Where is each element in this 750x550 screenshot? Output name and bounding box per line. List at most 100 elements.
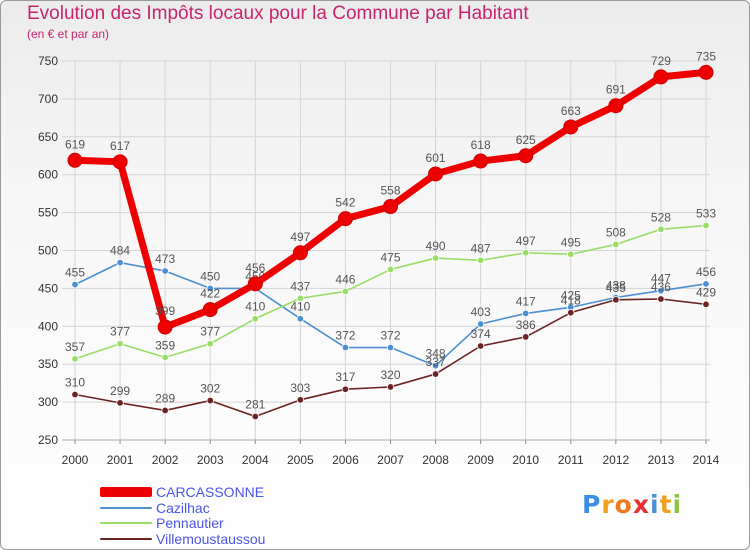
data-label-cazilhac: 438 [606, 278, 626, 292]
y-tick-label: 350 [38, 357, 58, 371]
data-point-pennautier [522, 249, 530, 257]
data-point-carcassonne [247, 276, 263, 292]
data-point-pennautier [702, 221, 710, 230]
x-tick-label: 2011 [558, 453, 584, 467]
data-label-carcassonne: 558 [380, 184, 400, 198]
logo-letter: i [672, 490, 683, 519]
y-tick-label: 300 [38, 395, 58, 409]
data-label-carcassonne: 422 [200, 287, 220, 301]
legend-item-cazilhac: Cazilhac [100, 500, 350, 516]
data-label-carcassonne: 601 [426, 151, 446, 165]
data-label-pennautier: 410 [245, 300, 265, 314]
data-label-pennautier: 377 [110, 325, 130, 339]
data-label-carcassonne: 663 [561, 104, 581, 118]
x-tick-label: 2001 [107, 453, 134, 467]
logo-letter: o [614, 490, 633, 519]
data-label-cazilhac: 410 [290, 300, 310, 314]
data-label-villemoustaussou: 302 [200, 382, 220, 396]
y-tick-label: 750 [38, 54, 58, 68]
chart-title: Evolution des Impôts locaux pour la Comm… [27, 3, 529, 24]
data-point-pennautier [206, 340, 214, 348]
data-label-cazilhac: 484 [110, 244, 130, 258]
data-label-villemoustaussou: 429 [696, 285, 716, 299]
x-tick-label: 2003 [197, 453, 224, 467]
data-point-cazilhac [116, 258, 124, 267]
data-label-cazilhac: 473 [155, 252, 175, 266]
data-point-villemoustaussou [71, 390, 79, 399]
data-point-cazilhac [296, 315, 305, 323]
data-point-pennautier [341, 287, 350, 296]
data-label-carcassonne: 497 [290, 230, 310, 244]
legend-item-carcassonne: CARCASSONNE [100, 484, 350, 500]
data-label-pennautier: 490 [426, 239, 446, 253]
data-point-pennautier [71, 355, 79, 363]
logo-letter: P [582, 490, 602, 519]
x-tick-label: 2002 [152, 453, 179, 467]
x-tick-label: 2005 [287, 453, 314, 467]
data-label-carcassonne: 617 [110, 139, 130, 153]
data-label-carcassonne: 618 [471, 138, 491, 152]
y-tick-label: 250 [38, 433, 58, 447]
data-point-cazilhac [522, 309, 530, 318]
data-label-pennautier: 377 [200, 325, 220, 339]
data-point-pennautier [476, 256, 485, 265]
data-label-cazilhac: 403 [471, 305, 491, 319]
data-label-pennautier: 446 [335, 272, 355, 286]
data-label-carcassonne: 625 [516, 133, 536, 147]
y-tick-label: 650 [38, 130, 58, 144]
data-label-cazilhac: 455 [65, 266, 85, 280]
data-point-villemoustaussou [612, 296, 620, 304]
x-tick-label: 2012 [603, 453, 630, 467]
data-point-villemoustaussou [116, 399, 124, 407]
data-label-villemoustaussou: 289 [155, 391, 175, 405]
x-tick-label: 2013 [648, 453, 675, 467]
data-point-villemoustaussou [476, 342, 485, 350]
data-point-pennautier [431, 254, 440, 262]
data-label-cazilhac: 450 [200, 269, 220, 283]
data-point-carcassonne [563, 119, 579, 135]
data-point-carcassonne [518, 148, 534, 164]
data-point-carcassonne [67, 152, 83, 168]
data-point-villemoustaussou [206, 396, 214, 405]
data-point-carcassonne [292, 245, 308, 261]
proxiti-logo: Proxiti [582, 490, 682, 519]
data-point-villemoustaussou [386, 383, 395, 391]
x-tick-label: 2006 [332, 453, 359, 467]
data-point-carcassonne [202, 302, 218, 318]
data-point-pennautier [116, 340, 124, 348]
x-tick-label: 2004 [242, 453, 269, 467]
data-point-cazilhac [476, 320, 485, 328]
data-point-cazilhac [431, 362, 440, 370]
legend-swatch-cazilhac [100, 507, 152, 509]
data-point-villemoustaussou [522, 333, 530, 341]
data-label-pennautier: 528 [651, 210, 671, 224]
x-tick-label: 2014 [693, 453, 720, 467]
logo-letter: r [601, 490, 615, 519]
data-point-pennautier [386, 265, 395, 274]
data-point-carcassonne [337, 211, 353, 227]
data-point-villemoustaussou [567, 308, 575, 317]
legend-swatch-pennautier [100, 522, 152, 524]
data-label-villemoustaussou: 435 [606, 281, 626, 295]
logo-letter: i [650, 490, 660, 519]
legend-label-pennautier: Pennautier [156, 515, 224, 531]
legend-swatch-villemoustaussou [100, 538, 152, 540]
y-tick-label: 550 [38, 206, 58, 220]
data-point-villemoustaussou [702, 300, 710, 309]
y-tick-label: 700 [38, 92, 58, 106]
data-label-villemoustaussou: 337 [426, 355, 446, 369]
data-label-cazilhac: 417 [516, 294, 536, 308]
data-label-carcassonne: 399 [155, 304, 175, 318]
data-point-carcassonne [428, 166, 444, 182]
data-label-carcassonne: 542 [335, 196, 355, 210]
data-point-carcassonne [608, 98, 624, 114]
data-point-villemoustaussou [161, 406, 169, 415]
data-point-carcassonne [698, 64, 714, 80]
data-label-cazilhac: 372 [380, 329, 400, 343]
legend-label-carcassonne: CARCASSONNE [156, 484, 265, 500]
data-point-cazilhac [206, 284, 214, 293]
data-point-pennautier [612, 240, 620, 249]
y-tick-label: 600 [38, 168, 58, 182]
data-point-cazilhac [657, 286, 665, 295]
